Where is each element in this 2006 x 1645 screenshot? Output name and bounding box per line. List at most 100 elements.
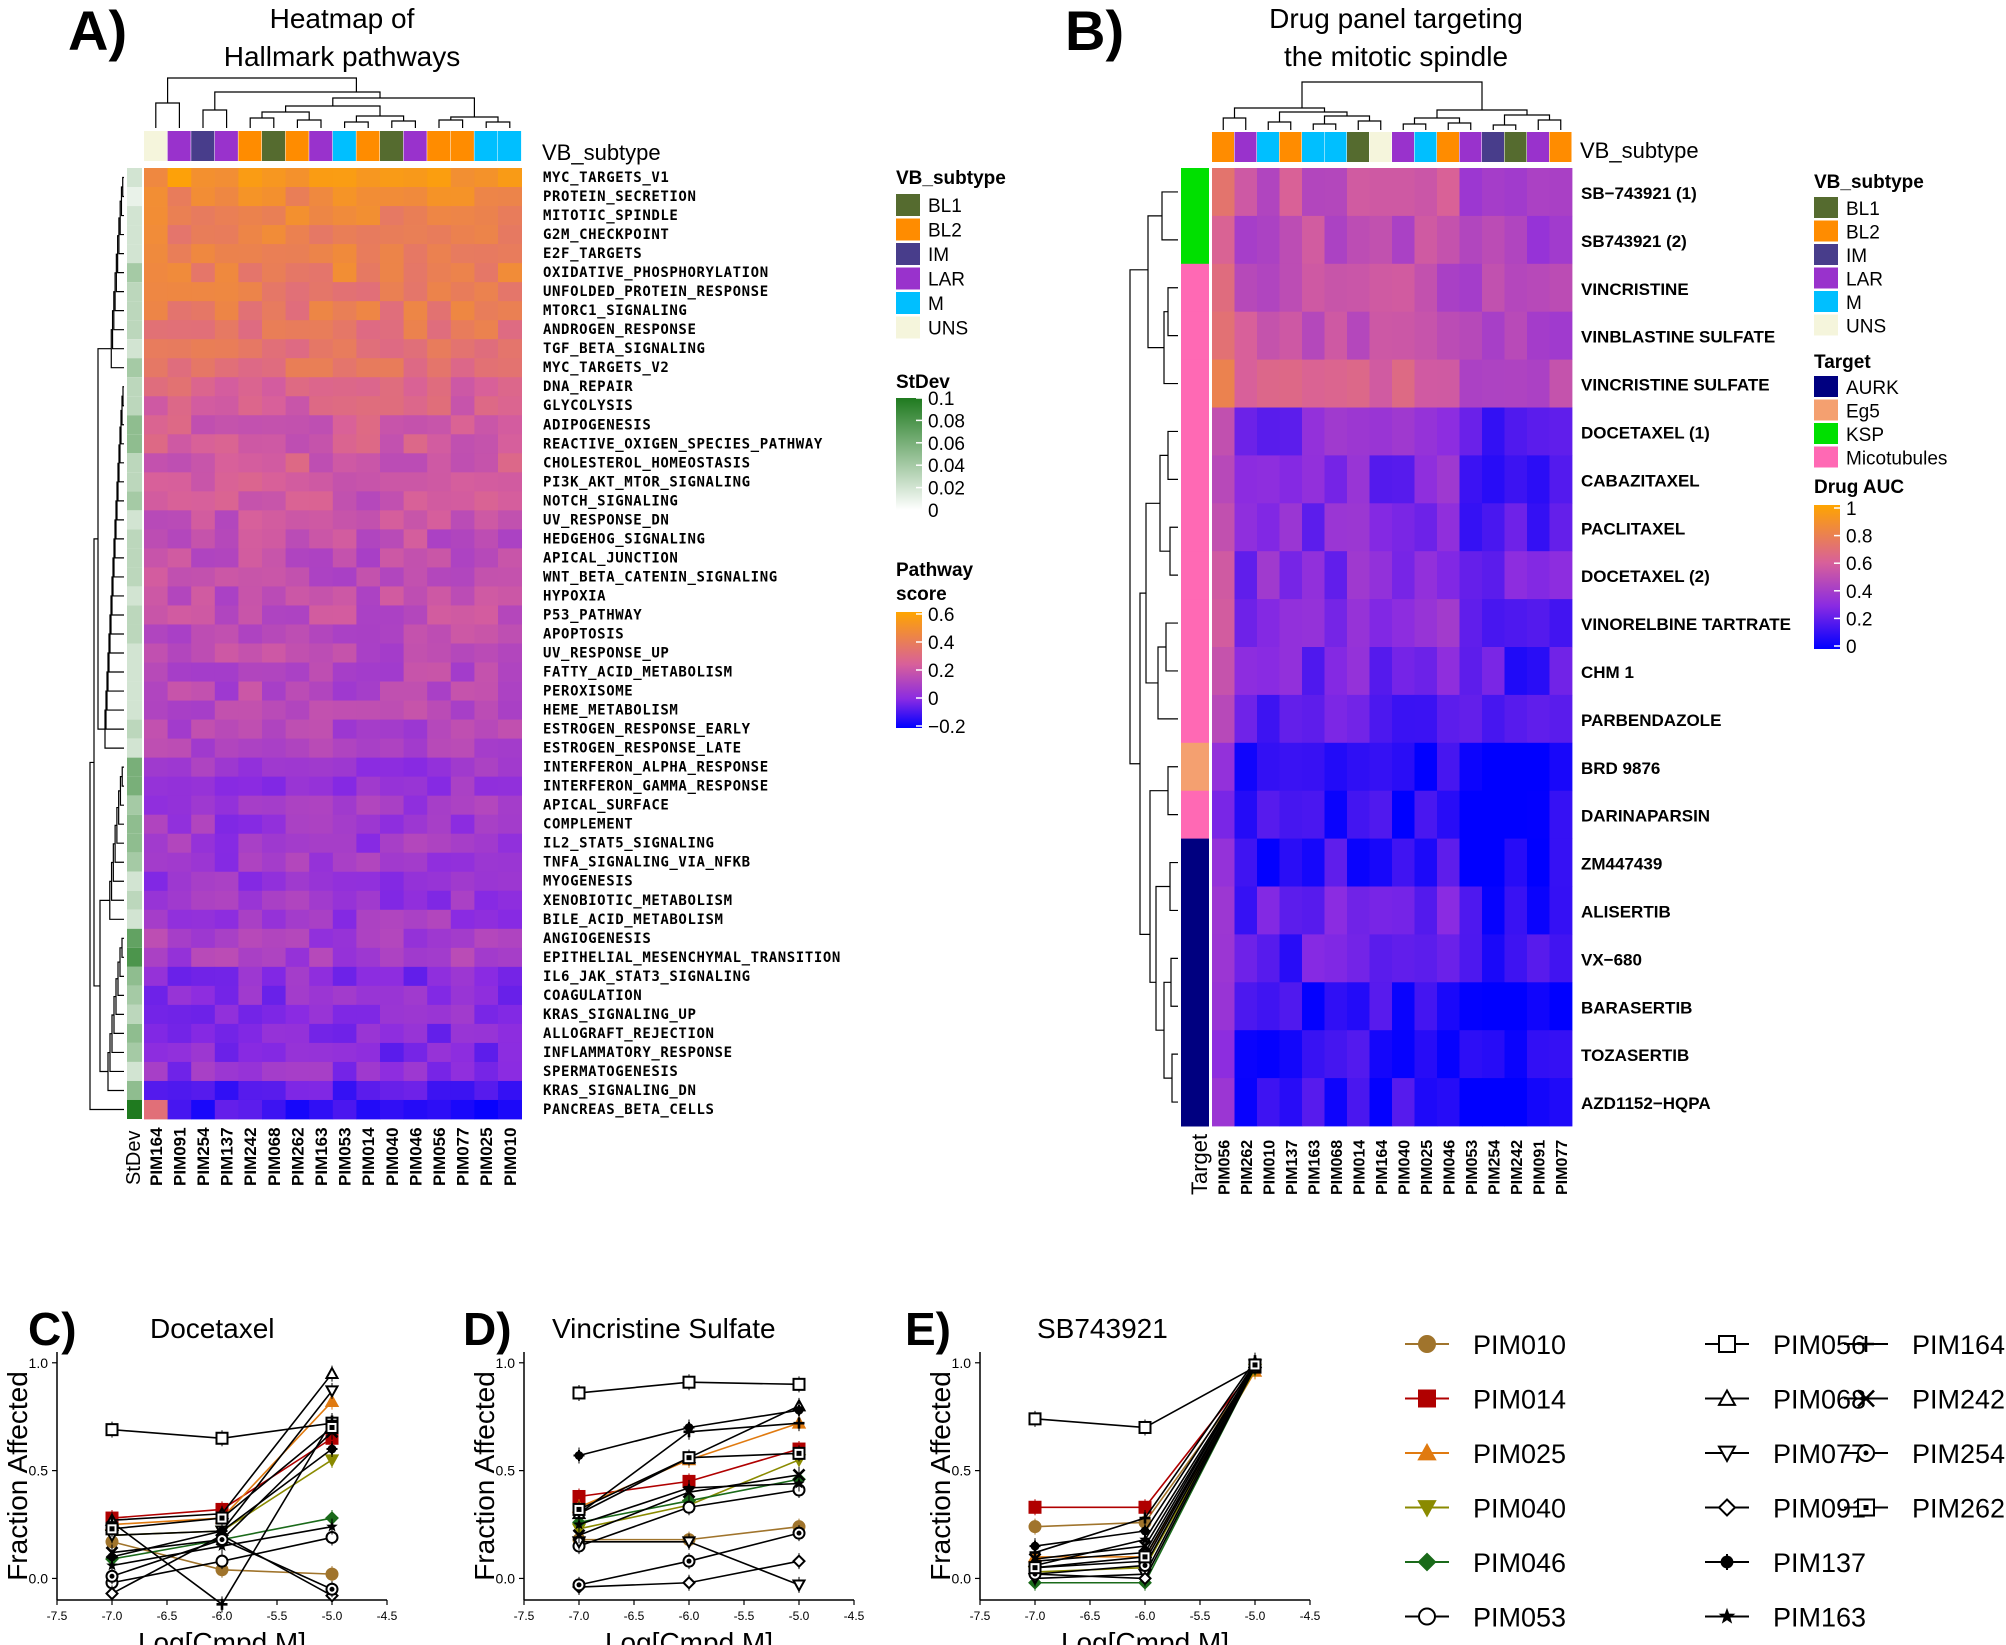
dendrogram-link — [110, 329, 124, 369]
heatmap-cell — [262, 320, 286, 340]
heatmap-cell — [427, 681, 452, 701]
heatmap-cell — [356, 1080, 381, 1101]
heatmap-cell — [309, 206, 334, 226]
x-tick-label: -7.5 — [47, 1609, 68, 1623]
heatmap-cell — [1459, 838, 1483, 887]
drug-label: VINCRISTINE — [1581, 280, 1689, 299]
heatmap-cell — [474, 814, 499, 835]
heatmap-cell — [191, 719, 216, 739]
heatmap-cell — [214, 358, 239, 378]
heatmap-cell — [262, 187, 286, 207]
heatmap-cell — [144, 928, 168, 949]
heatmap-cell — [1369, 599, 1393, 648]
heatmap-cell — [214, 168, 239, 188]
panel-a-legend-stdev-title: StDev — [896, 372, 950, 393]
heatmap-cell — [1414, 263, 1438, 313]
heatmap-cell — [309, 415, 334, 435]
heatmap-cell — [262, 206, 286, 226]
heatmap-cell — [427, 700, 452, 720]
marker — [105, 1546, 119, 1559]
marker — [105, 1423, 119, 1437]
heatmap-cell — [214, 852, 239, 873]
pathway-label: TGF_BETA_SIGNALING — [543, 341, 706, 357]
heatmap-cell — [238, 282, 263, 302]
heatmap-cell — [1347, 742, 1370, 792]
heatmap-cell — [403, 358, 428, 378]
heatmap-cell — [450, 320, 475, 340]
heatmap-cell — [238, 567, 263, 587]
target-cell — [1181, 311, 1209, 361]
heatmap-cell — [1257, 503, 1280, 552]
x-tick-label: -7.0 — [569, 1609, 590, 1623]
heatmap-cell — [144, 168, 168, 188]
heatmap-cell — [262, 339, 286, 359]
heatmap-cell — [1549, 551, 1573, 600]
heatmap-cell — [1234, 790, 1258, 839]
dendrogram-link — [214, 91, 381, 110]
heatmap-cell — [144, 301, 168, 321]
heatmap-cell — [144, 1080, 168, 1101]
y-tick-label: 0.5 — [952, 1463, 972, 1479]
legend-entry-pim077: PIM077 — [1705, 1439, 1866, 1469]
stdev-cell — [127, 871, 142, 891]
heatmap-cell — [1279, 455, 1303, 504]
heatmap-cell — [474, 909, 499, 930]
heatmap-cell — [474, 491, 499, 511]
heatmap-cell — [1392, 215, 1415, 265]
pathway-label: MTORC1_SIGNALING — [543, 303, 687, 319]
heatmap-cell — [1302, 503, 1325, 552]
heatmap-cell — [238, 434, 263, 454]
heatmap-cell — [1369, 982, 1393, 1031]
heatmap-cell — [1347, 359, 1370, 408]
heatmap-cell — [1459, 503, 1483, 552]
heatmap-cell — [356, 681, 381, 701]
heatmap-cell — [1392, 934, 1415, 983]
heatmap-cell — [309, 320, 334, 340]
heatmap-cell — [1392, 838, 1415, 887]
heatmap-cell — [380, 339, 404, 359]
heatmap-cell — [403, 928, 428, 949]
heatmap-cell — [1302, 1078, 1325, 1127]
legend-entry-pim046: PIM046 — [1405, 1548, 1566, 1578]
heatmap-cell — [450, 434, 475, 454]
heatmap-cell — [403, 187, 428, 207]
heatmap-cell — [427, 814, 452, 835]
heatmap-cell — [191, 814, 216, 835]
heatmap-cell — [332, 377, 357, 397]
panel-b-legend-auc-title: Drug AUC — [1814, 477, 1904, 498]
heatmap-cell — [1302, 647, 1325, 696]
heatmap-cell — [285, 624, 310, 644]
heatmap-cell — [356, 377, 381, 397]
stdev-cell — [127, 700, 142, 720]
heatmap-cell — [1212, 694, 1235, 744]
heatmap-cell — [498, 225, 522, 245]
heatmap-cell — [403, 700, 428, 720]
heatmap-cell — [356, 472, 381, 492]
heatmap-cell — [144, 681, 168, 701]
heatmap-cell — [380, 814, 404, 835]
pathway-label: FATTY_ACID_METABOLISM — [543, 665, 733, 681]
heatmap-cell — [450, 776, 475, 797]
heatmap-cell — [238, 377, 263, 397]
heatmap-cell — [1347, 886, 1370, 935]
sample-label: PIM163 — [312, 1127, 331, 1186]
heatmap-cell — [403, 890, 428, 911]
panel-a-subtype-annotation — [144, 131, 522, 161]
heatmap-cell — [498, 814, 522, 835]
legend-label: PIM046 — [1473, 1548, 1566, 1578]
x-axis-title: Log[Cmpd,M] — [1061, 1627, 1229, 1645]
subtype-cell — [1369, 132, 1392, 162]
heatmap-cell — [403, 966, 428, 987]
legend-entry-pim262: PIM262 — [1844, 1494, 2005, 1524]
heatmap-cell — [1369, 263, 1393, 313]
heatmap-cell — [1212, 599, 1235, 648]
pathway-label: ADIPOGENESIS — [543, 417, 651, 433]
heatmap-cell — [498, 757, 522, 778]
heatmap-cell — [450, 890, 475, 911]
heatmap-cell — [403, 396, 428, 416]
heatmap-cell — [380, 662, 404, 682]
heatmap-cell — [167, 377, 192, 397]
heatmap-cell — [1527, 934, 1550, 983]
heatmap-cell — [262, 624, 286, 644]
heatmap-cell — [262, 396, 286, 416]
